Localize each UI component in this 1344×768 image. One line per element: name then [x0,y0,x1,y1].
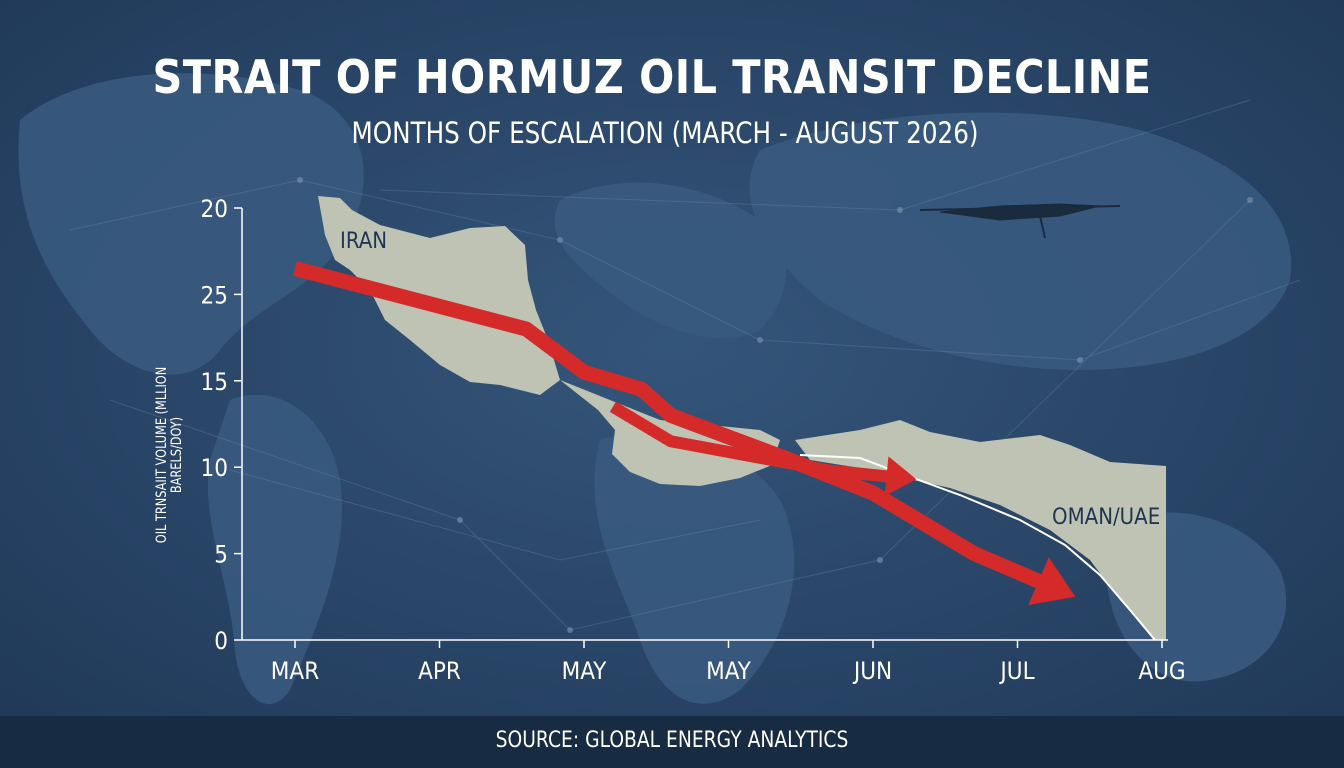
y-tick-label: 0 [214,627,228,655]
y-tick-label: 20 [201,195,228,223]
x-tick-label: JUL [998,657,1034,685]
series-main-line [293,261,1053,593]
drone-icon [919,203,1121,239]
series-main-arrowhead [1028,557,1076,605]
footer-bar [0,716,1344,768]
map-labels: IRAN OMAN/UAE [340,229,1160,530]
land-oman-uae [795,420,1166,641]
x-tick-label: MAY [706,657,752,685]
x-tick-label: MAR [271,657,319,685]
y-tick-label: 15 [201,368,228,396]
chart-subtitle: MONTHS OF ESCALATION (MARCH - AUGUST 202… [351,116,979,150]
y-tick-label: 10 [201,454,228,482]
source-note: SOURCE: GLOBAL ENERGY ANALYTICS [495,728,849,753]
chart-ticks: 20 25 15 10 5 0 MAR APR MAY MAY JUN JUL AUG [201,195,1186,685]
chart-title: STRAIT OF HORMUZ OIL TRANSIT DECLINE [152,50,1152,104]
x-tick-label: JUN [852,657,892,685]
x-tick-label: MAY [562,657,608,685]
y-tick-label: 25 [201,281,228,309]
map-label-iran: IRAN [340,229,387,254]
series-secondary-line [609,401,897,484]
series-secondary-arrowhead [884,456,917,497]
y-axis-label: OIL TRNSAIIT VOLUME (MLLION BARELS/DOY) [154,366,185,544]
map-label-oman-uae: OMAN/UAE [1052,505,1160,530]
chart-series [293,261,1076,605]
x-tick-label: AUG [1138,657,1185,685]
y-tick-label: 5 [214,541,228,569]
chart-axes [241,208,1168,641]
x-tick-label: APR [418,657,461,685]
land-iran [318,196,560,395]
